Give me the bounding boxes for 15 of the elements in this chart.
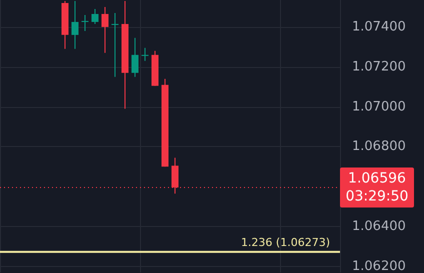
- candlestick: [132, 37, 138, 78]
- candlestick: [72, 0, 78, 50]
- candlestick: [92, 8, 98, 24]
- candlestick: [82, 14, 88, 32]
- y-tick-label: 1.06400: [352, 219, 406, 234]
- y-tick-label: 1.07000: [352, 99, 406, 114]
- y-tick-label: 1.06200: [352, 259, 406, 273]
- ref-line-label: 1.06596 03:29:50: [346, 170, 408, 204]
- candlestick: [112, 12, 118, 78]
- y-tick-label: 1.07200: [352, 59, 406, 74]
- y-tick-label: 1.06800: [352, 139, 406, 154]
- candlestick: [102, 6, 108, 54]
- candlestick: [142, 47, 148, 62]
- ref-line-label: 1.236 (1.06273): [240, 236, 330, 249]
- y-tick-label: 1.07400: [352, 19, 406, 34]
